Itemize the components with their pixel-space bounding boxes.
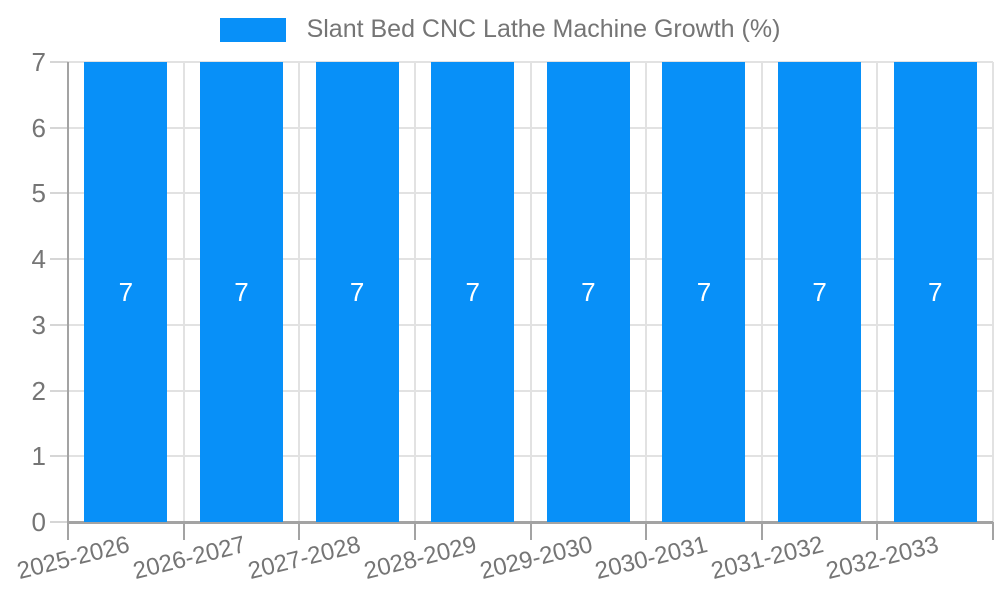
y-axis-tick-label: 7 (31, 47, 46, 77)
legend-item[interactable]: Slant Bed CNC Lathe Machine Growth (%) (219, 15, 781, 44)
y-axis-tick-label: 4 (31, 244, 46, 275)
x-tick-mark (876, 522, 879, 540)
bar[interactable] (546, 62, 630, 522)
bar-value-label: 7 (696, 277, 712, 307)
legend: Slant Bed CNC Lathe Machine Growth (%) (0, 15, 1000, 44)
y-axis-tick-label: 1 (31, 441, 46, 472)
y-tick-mark (50, 258, 68, 261)
x-axis-label: 2027-2028 (245, 531, 364, 585)
gridline-x (413, 62, 416, 522)
x-axis-label: 2030-2031 (592, 531, 711, 585)
y-tick-mark (50, 323, 68, 326)
bar[interactable] (315, 62, 399, 522)
x-axis-label: 2025-2026 (14, 531, 133, 585)
gridline-x (760, 62, 763, 522)
bar-value-label: 7 (465, 277, 480, 307)
bar-value-label: 7 (349, 277, 365, 307)
bar-value-label: 7 (234, 277, 249, 307)
y-tick-mark (50, 126, 68, 129)
legend-swatch (219, 17, 286, 42)
gridline-x (298, 62, 301, 522)
bar-value-label: 7 (927, 277, 943, 307)
bar[interactable] (199, 62, 283, 522)
x-axis-label: 2029-2030 (476, 531, 595, 585)
bar-value-label: 7 (118, 277, 134, 307)
y-axis-tick-label: 6 (31, 112, 46, 143)
bar[interactable] (84, 62, 168, 522)
gridline-x (876, 62, 879, 522)
gridline-x (645, 62, 648, 522)
y-axis-tick-label: 0 (31, 507, 46, 537)
x-tick-mark (760, 522, 763, 540)
x-axis-label: 2026-2027 (130, 531, 248, 585)
bar-value-label: 7 (581, 277, 596, 307)
x-axis-label: 2028-2029 (361, 531, 480, 585)
bar[interactable] (893, 62, 977, 522)
x-tick-mark (182, 522, 185, 540)
gridline-x (529, 62, 532, 522)
x-tick-mark (529, 522, 532, 540)
y-tick-mark (50, 521, 68, 523)
bar[interactable] (778, 62, 862, 522)
x-tick-mark (298, 522, 301, 540)
y-axis-tick-label: 2 (31, 375, 46, 406)
y-tick-mark (50, 61, 68, 63)
y-axis-tick-label: 5 (31, 178, 46, 209)
bar-value-label: 7 (812, 277, 827, 307)
y-axis-tick-label: 3 (31, 309, 46, 340)
x-axis-line (68, 521, 993, 524)
x-tick-mark (413, 522, 416, 540)
y-tick-mark (50, 192, 68, 195)
y-tick-mark (50, 389, 68, 392)
gridline-x (182, 62, 185, 522)
x-axis-label: 2031-2032 (708, 531, 827, 585)
y-tick-mark (50, 455, 68, 458)
legend-label: Slant Bed CNC Lathe Machine Growth (%) (306, 15, 781, 43)
bar[interactable] (662, 62, 746, 522)
x-tick-mark (645, 522, 648, 540)
x-axis-label: 2032-2033 (823, 531, 942, 585)
y-axis-line (67, 62, 69, 540)
gridline-x (992, 62, 994, 522)
x-tick-mark (992, 522, 994, 540)
bar[interactable] (431, 62, 515, 522)
